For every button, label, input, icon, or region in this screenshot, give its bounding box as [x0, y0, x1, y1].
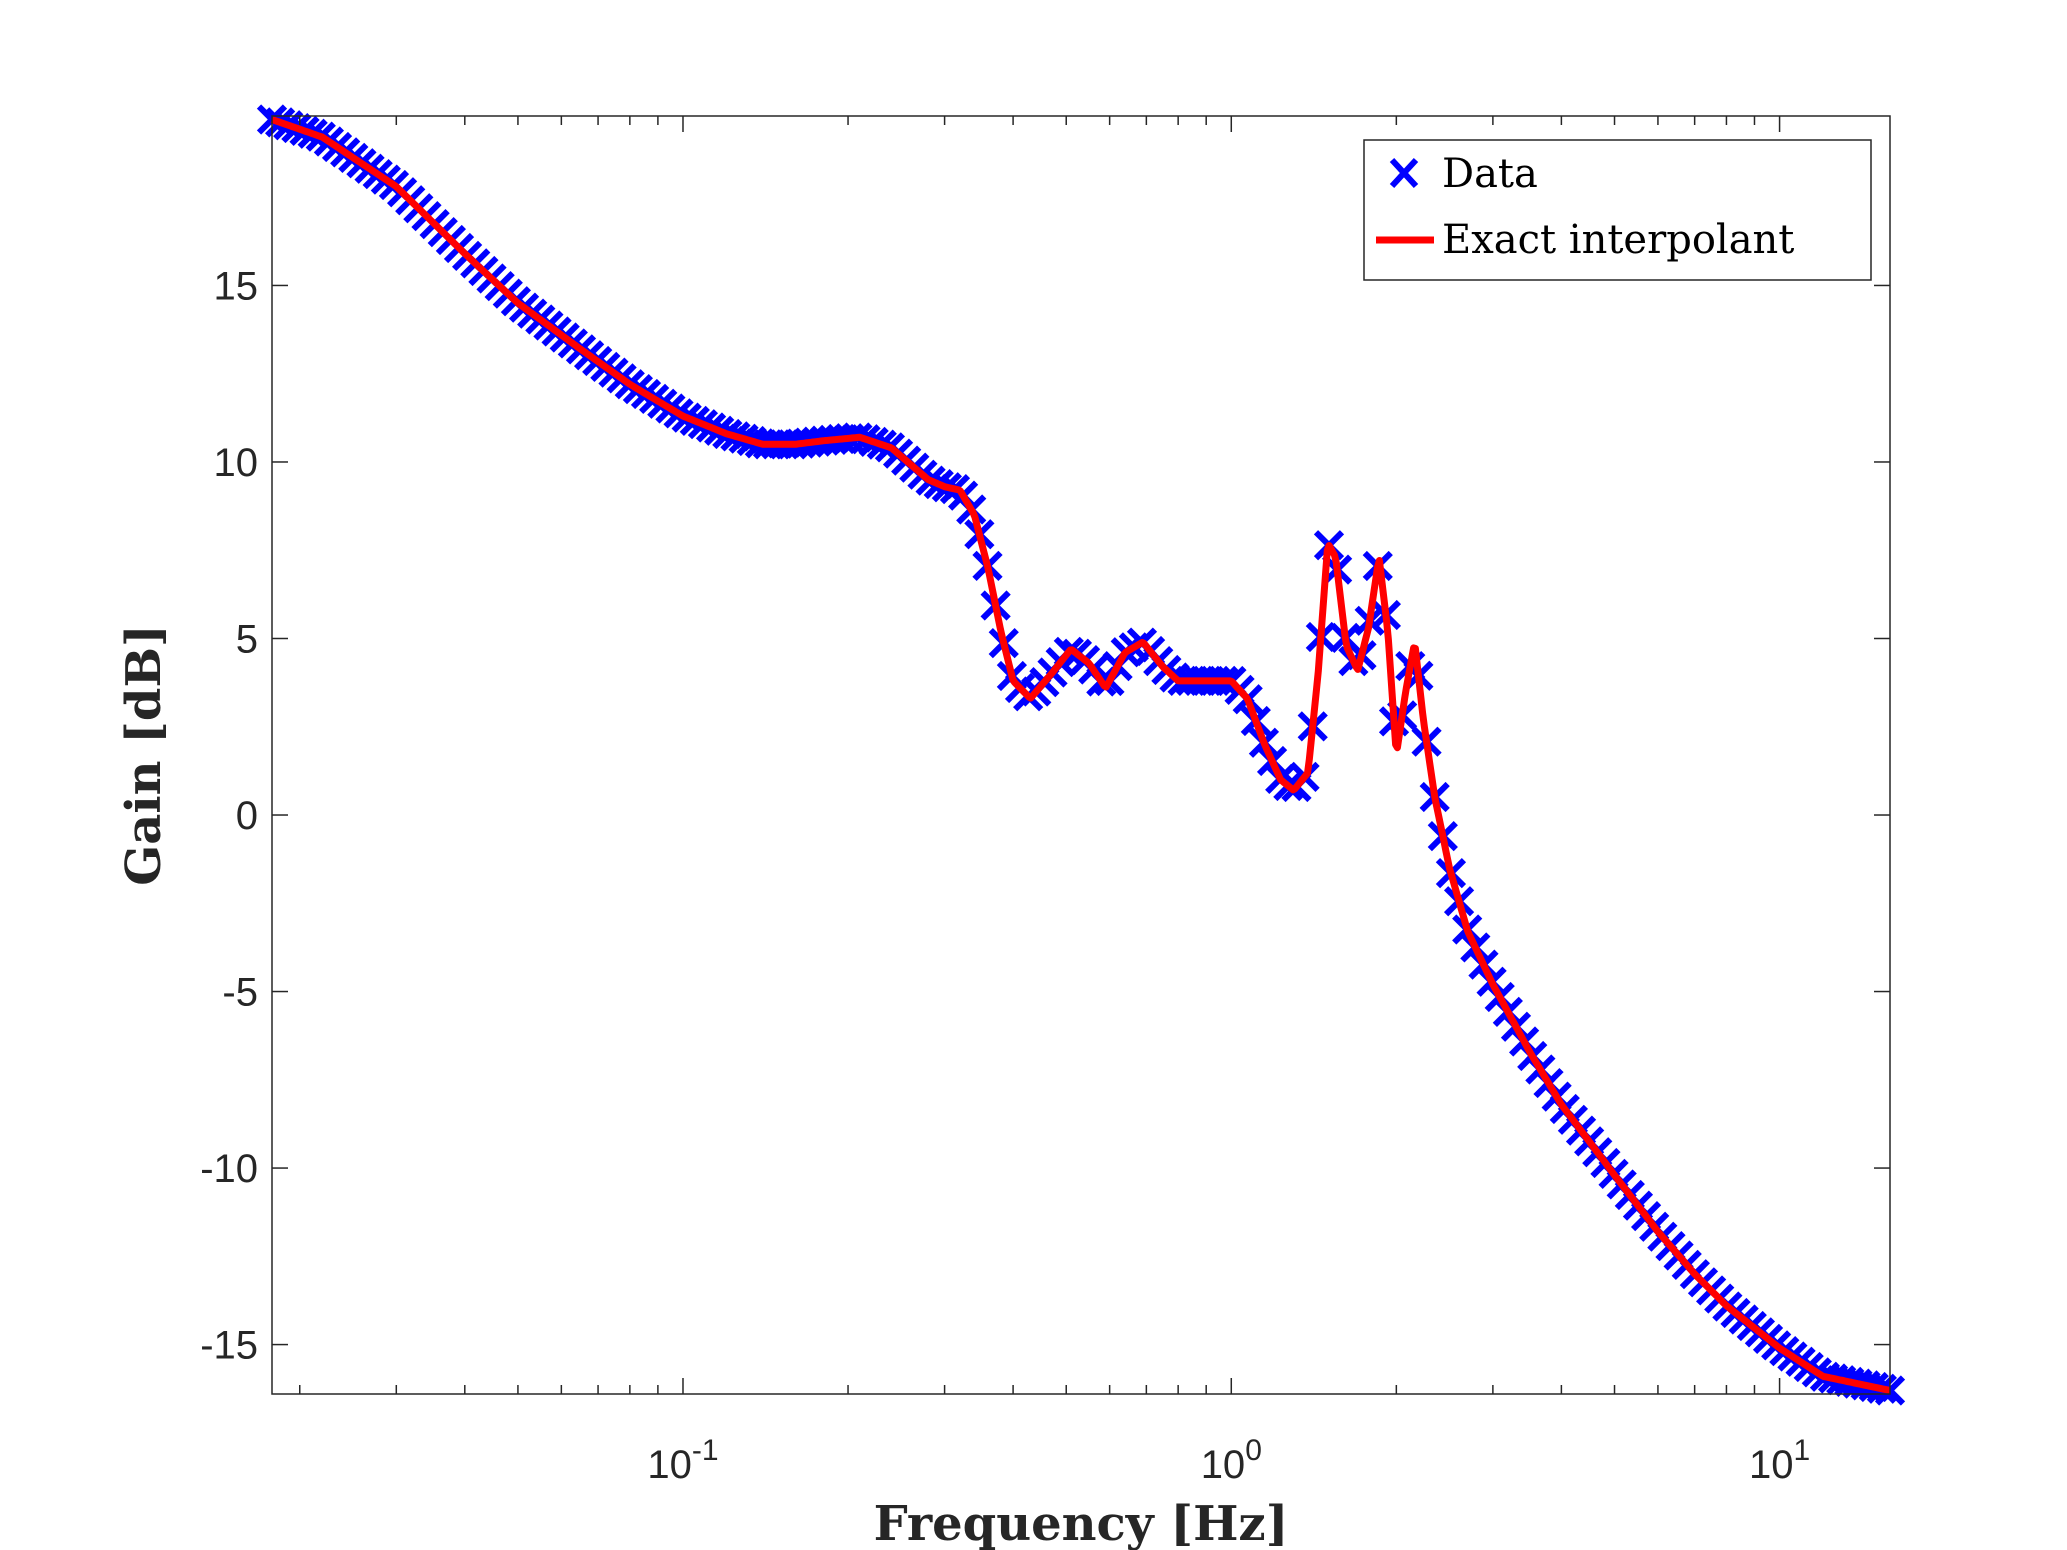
y-tick-label: -10	[200, 1147, 258, 1191]
legend-data-marker	[1389, 157, 1419, 189]
y-tick-label: -5	[222, 971, 258, 1015]
interpolant-line	[270, 116, 1892, 1394]
legend-interpolant-label: Exact interpolant	[1442, 217, 1794, 263]
legend: Data Exact interpolant	[1363, 139, 1872, 281]
y-tick-label: 5	[236, 617, 258, 661]
line-layer	[270, 116, 1892, 1394]
y-axis-title: Gain [dB]	[116, 624, 172, 886]
legend-data-label: Data	[1442, 151, 1538, 197]
legend-box	[1363, 139, 1872, 281]
x-axis-title: Frequency [Hz]	[874, 1496, 1289, 1550]
x-tick-label: 10-1	[647, 1434, 718, 1487]
y-tick-label: -15	[200, 1324, 258, 1368]
y-tick-label: 15	[214, 264, 259, 308]
x-tick-label: 101	[1749, 1434, 1810, 1487]
plot-background	[272, 116, 1890, 1394]
tick-layer: 15 10 5 0 -5 -10 -15 10-1 100 101	[200, 116, 1890, 1487]
y-tick-label: 10	[214, 441, 259, 485]
plot-frame	[271, 115, 1891, 1395]
y-tick-label: 0	[236, 794, 258, 838]
x-tick-label: 100	[1201, 1434, 1262, 1487]
